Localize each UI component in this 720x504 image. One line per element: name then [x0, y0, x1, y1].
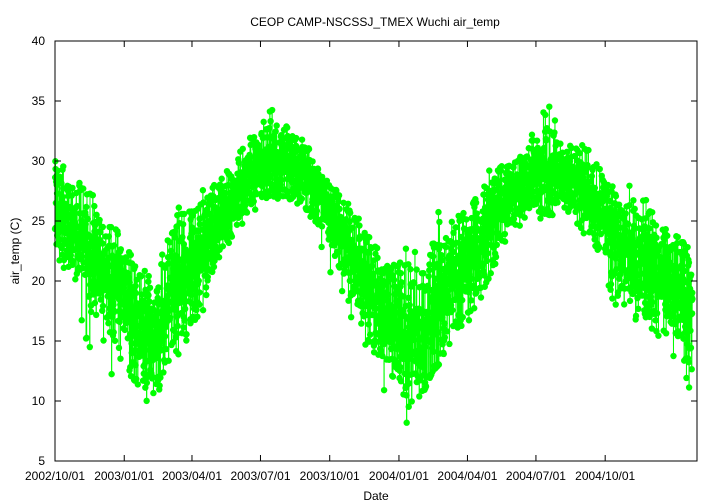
data-point	[146, 284, 154, 291]
data-points	[51, 103, 696, 426]
data-point	[133, 276, 140, 283]
data-point	[137, 272, 145, 280]
chart-title: CEOP CAMP-NSCSSJ_TMEX Wuchi air_temp	[250, 15, 500, 29]
data-point	[125, 274, 132, 281]
